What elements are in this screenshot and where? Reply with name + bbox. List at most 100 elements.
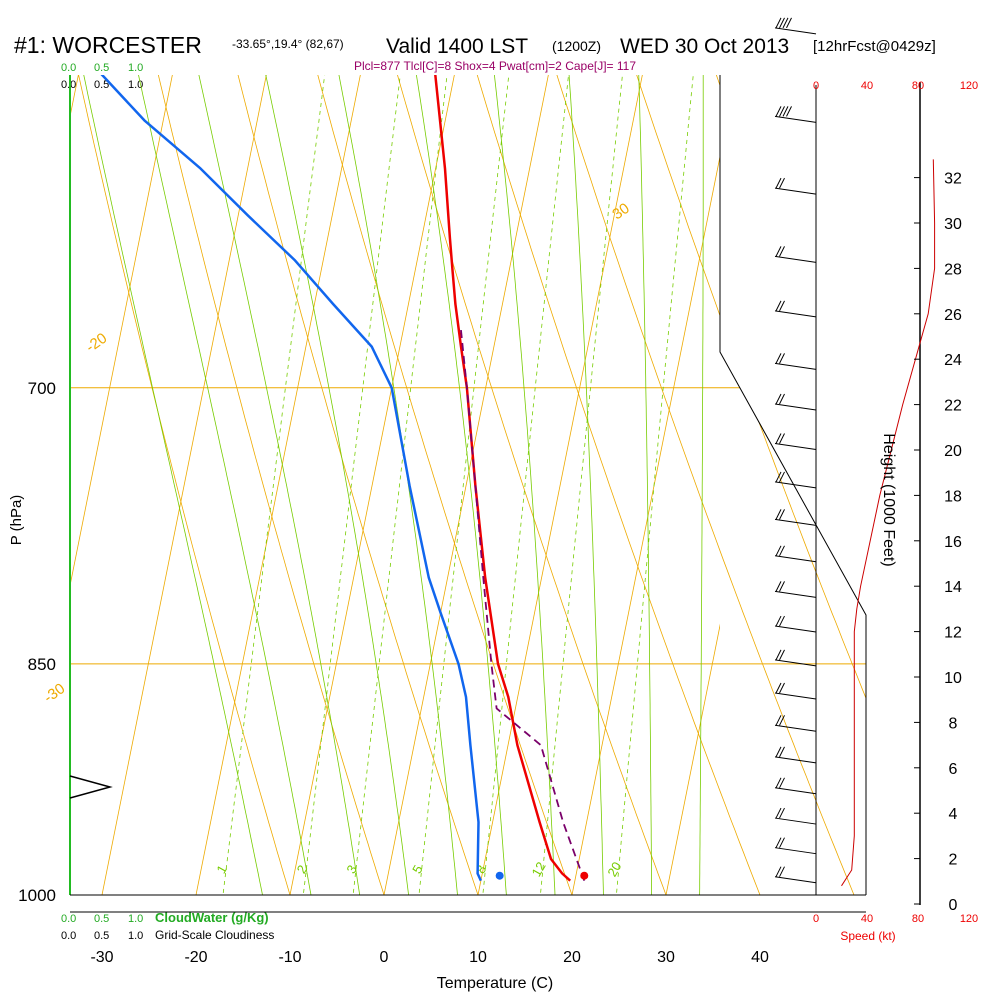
- barb-flag: [775, 807, 782, 819]
- barb-flag: [775, 866, 782, 877]
- barb-flag: [775, 433, 782, 444]
- speed-top-2: 80: [912, 80, 924, 92]
- surface-dewpoint-dot: [495, 871, 504, 880]
- wind-barb: [774, 649, 817, 667]
- adiabat-label-3: -20: [83, 330, 111, 356]
- sounding-traces: [100, 75, 586, 882]
- barb-flag: [786, 17, 792, 29]
- height-axis-label: Height (1000 Feet): [880, 433, 897, 566]
- wind-barb: [774, 106, 817, 123]
- barb-flag: [779, 17, 785, 29]
- dry-adiabat-40: [169, 75, 788, 895]
- barb-flag: [779, 746, 785, 758]
- barb-flag: [775, 837, 782, 848]
- pressure-tick-850: 850: [28, 655, 56, 674]
- temperature-tick-30: 30: [657, 949, 675, 966]
- barb-flag: [779, 581, 785, 592]
- speed-bottom-0: 0: [813, 913, 819, 925]
- wind-panel-border: [719, 75, 867, 895]
- moist-adiabat-20: [493, 75, 556, 895]
- dry-adiabat-80: [416, 75, 866, 895]
- mixing-ratio-line-20: [615, 75, 694, 895]
- adiabat-label-8: 30: [609, 200, 632, 223]
- barb-flag: [779, 433, 785, 444]
- speed-top-3: 120: [960, 80, 978, 92]
- surface-temperature-dot: [580, 871, 589, 880]
- wind-barb: [774, 393, 817, 411]
- bottom-green-label-1: 0.5: [94, 913, 109, 925]
- dry-adiabat-70: [354, 75, 866, 895]
- barb-staff: [774, 442, 817, 450]
- isotherm--70: [0, 0, 145, 964]
- barb-flag: [775, 615, 782, 627]
- barb-flag: [775, 471, 782, 483]
- isobar-lines: [70, 387, 866, 896]
- barb-flag: [775, 353, 782, 364]
- height-tick-12: 12: [944, 625, 962, 642]
- adiabat-label-4: -30: [41, 680, 69, 706]
- mixing-ratio-line-5: [418, 75, 510, 895]
- utc-time: (1200Z): [552, 38, 601, 54]
- moist-adiabat-30: [638, 75, 653, 895]
- wind-barbs: [774, 17, 817, 884]
- height-tick-16: 16: [944, 534, 962, 551]
- mixing-ratio-line-8: [482, 75, 569, 895]
- barb-flag: [779, 353, 785, 364]
- indices-line: Plcl=877 Tlcl[C]=8 Shox=4 Pwat[cm]=2 Cap…: [354, 59, 636, 73]
- forecast-info: [12hrFcst@0429z]: [813, 38, 936, 55]
- wind-barb: [774, 746, 817, 764]
- height-tick-4: 4: [949, 806, 958, 823]
- height-tick-30: 30: [944, 216, 962, 233]
- pressure-tick-1000: 1000: [18, 886, 56, 905]
- mixing-ratio-label-20: 20: [604, 859, 624, 879]
- parcel-trace: [459, 325, 586, 882]
- height-tick-22: 22: [944, 398, 962, 415]
- barb-flag: [775, 300, 782, 312]
- top-green-label-0: 0.0: [61, 62, 76, 74]
- height-tick-14: 14: [944, 579, 962, 596]
- bottom-cloud-scale: 0.0 0.5 1.0 CloudWater (g/Kg) 0.0 0.5 1.…: [61, 910, 274, 942]
- height-tick-6: 6: [949, 761, 958, 778]
- bottom-black-label-1: 0.5: [94, 930, 109, 942]
- isotherm--10: [289, 75, 455, 895]
- station-coords: -33.65°,19.4° (82,67): [232, 37, 344, 51]
- moist-adiabat-35: [699, 75, 704, 895]
- barb-flag: [775, 509, 782, 520]
- mixing-ratio-label-1: 1: [213, 862, 230, 876]
- wind-barb: [774, 353, 817, 370]
- speed-top-0: 0: [813, 80, 819, 92]
- dry-adiabat-0: [70, 75, 407, 895]
- temperature-tick-20: 20: [563, 949, 581, 966]
- mixing-ratio-line-2: [302, 75, 401, 895]
- level-marker-icon: [69, 775, 113, 799]
- wind-barb: [774, 509, 817, 526]
- isotherm--60: [0, 0, 239, 964]
- mixing-ratio-lines: [222, 75, 694, 895]
- dry-adiabat-60: [292, 75, 866, 895]
- chart-header: #1: WORCESTER -33.65°,19.4° (82,67) Vali…: [14, 32, 936, 73]
- barb-flag: [775, 545, 782, 557]
- mixing-ratio-line-3: [352, 75, 448, 895]
- height-tick-2: 2: [949, 852, 958, 869]
- mixing-ratio-label-2: 2: [294, 862, 311, 876]
- wind-barb: [774, 545, 817, 563]
- mixing-ratio-label-5: 5: [409, 862, 426, 876]
- wind-barb: [774, 715, 817, 732]
- dry-adiabat-90: [478, 75, 866, 895]
- height-tick-8: 8: [949, 715, 958, 732]
- mixing-ratio-label-12: 12: [528, 859, 548, 879]
- barb-flag: [779, 837, 785, 848]
- moist-adiabat-5: [265, 75, 410, 895]
- isotherm--80: [0, 0, 51, 964]
- barb-flag: [782, 106, 789, 117]
- height-tick-32: 32: [944, 171, 962, 188]
- speed-bottom-2: 80: [912, 913, 924, 925]
- moist-adiabat--10: [83, 75, 263, 895]
- barb-flag: [779, 509, 785, 520]
- temperature-tick--10: -10: [278, 949, 301, 966]
- barb-flag: [775, 246, 782, 257]
- bottom-black-label-0: 0.0: [61, 930, 76, 942]
- moist-adiabat-10: [338, 75, 458, 895]
- mixing-ratio-line-1: [222, 75, 326, 895]
